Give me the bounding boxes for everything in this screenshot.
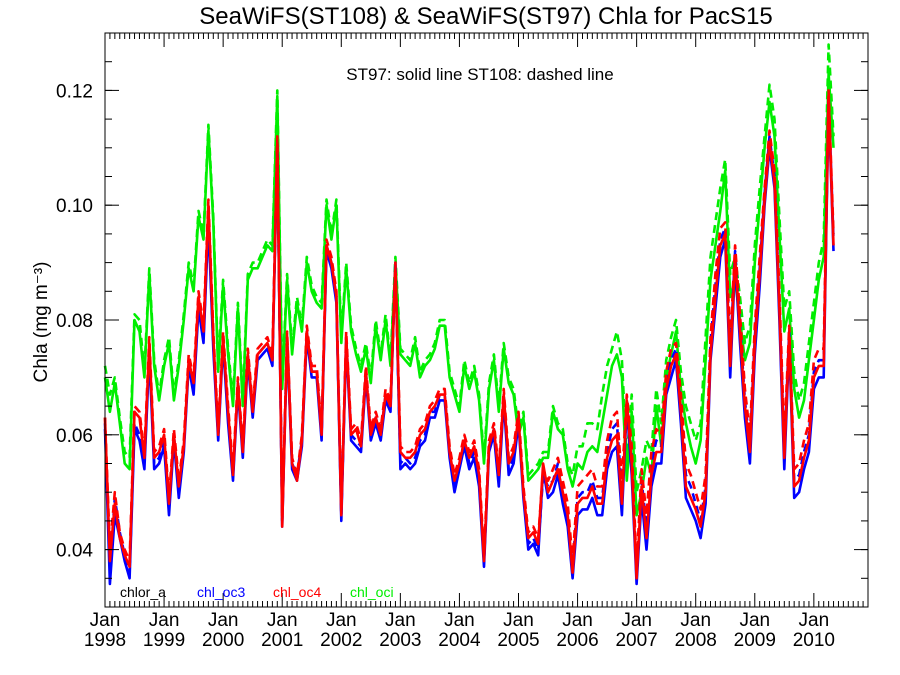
x-tick-year-label: 2005	[497, 630, 539, 651]
x-tick-year-label: 2001	[261, 630, 303, 651]
x-tick-year-label: 2006	[556, 630, 598, 651]
x-tick-month-label: Jan	[385, 610, 416, 631]
legend-item-chlor-a: chlor_a	[120, 584, 166, 600]
x-tick-year-label: 2004	[438, 630, 481, 651]
y-tick-label: 0.06	[56, 426, 93, 447]
x-tick-month-label: Jan	[267, 610, 298, 631]
x-tick-month-label: Jan	[562, 610, 593, 631]
x-tick-year-label: 2000	[202, 630, 244, 651]
y-tick-label: 0.08	[56, 311, 93, 332]
legend-item-chl-oc3: chl_oc3	[197, 584, 245, 600]
legend-item-chl-oc4: chl_oc4	[273, 584, 321, 600]
series-line-chl-oc4-solid	[103, 94, 835, 580]
x-tick-month-label: Jan	[90, 610, 121, 631]
x-tick-year-label: 2008	[675, 630, 717, 651]
x-tick-year-label: 2007	[615, 630, 657, 651]
x-tick-year-label: 1999	[143, 630, 185, 651]
x-tick-month-label: Jan	[208, 610, 239, 631]
x-tick-year-label: 2003	[379, 630, 421, 651]
legend-item-chl-oci: chl_oci	[350, 584, 394, 600]
x-tick-month-label: Jan	[621, 610, 652, 631]
series-line-chl-oc4-dashed	[103, 89, 835, 569]
x-tick-month-label: Jan	[326, 610, 357, 631]
line-style-note: ST97: solid line ST108: dashed line	[346, 65, 613, 84]
x-tick-year-label: 2010	[793, 630, 835, 651]
series-line-chl-oci-dashed	[103, 43, 835, 494]
x-tick-month-label: Jan	[739, 610, 770, 631]
x-tick-month-label: Jan	[149, 610, 180, 631]
y-tick-label: 0.10	[56, 196, 93, 217]
x-tick-month-label: Jan	[680, 610, 711, 631]
axis-ticks: 0.040.060.080.100.12Jan1998Jan1999Jan200…	[56, 32, 869, 651]
x-tick-month-label: Jan	[444, 610, 475, 631]
y-tick-label: 0.04	[56, 541, 93, 562]
series-layer	[103, 43, 835, 586]
x-tick-year-label: 2002	[320, 630, 362, 651]
x-tick-month-label: Jan	[799, 610, 830, 631]
x-tick-year-label: 1998	[84, 630, 126, 651]
y-tick-label: 0.12	[56, 81, 93, 102]
x-tick-year-label: 2009	[734, 630, 776, 651]
chart-title: SeaWiFS(ST108) & SeaWiFS(ST97) Chla for …	[199, 3, 773, 30]
legend: chlor_a chl_oc3 chl_oc4 chl_oci	[120, 584, 394, 600]
x-tick-month-label: Jan	[503, 610, 534, 631]
y-axis-label: Chla (mg m⁻³)	[31, 262, 52, 383]
